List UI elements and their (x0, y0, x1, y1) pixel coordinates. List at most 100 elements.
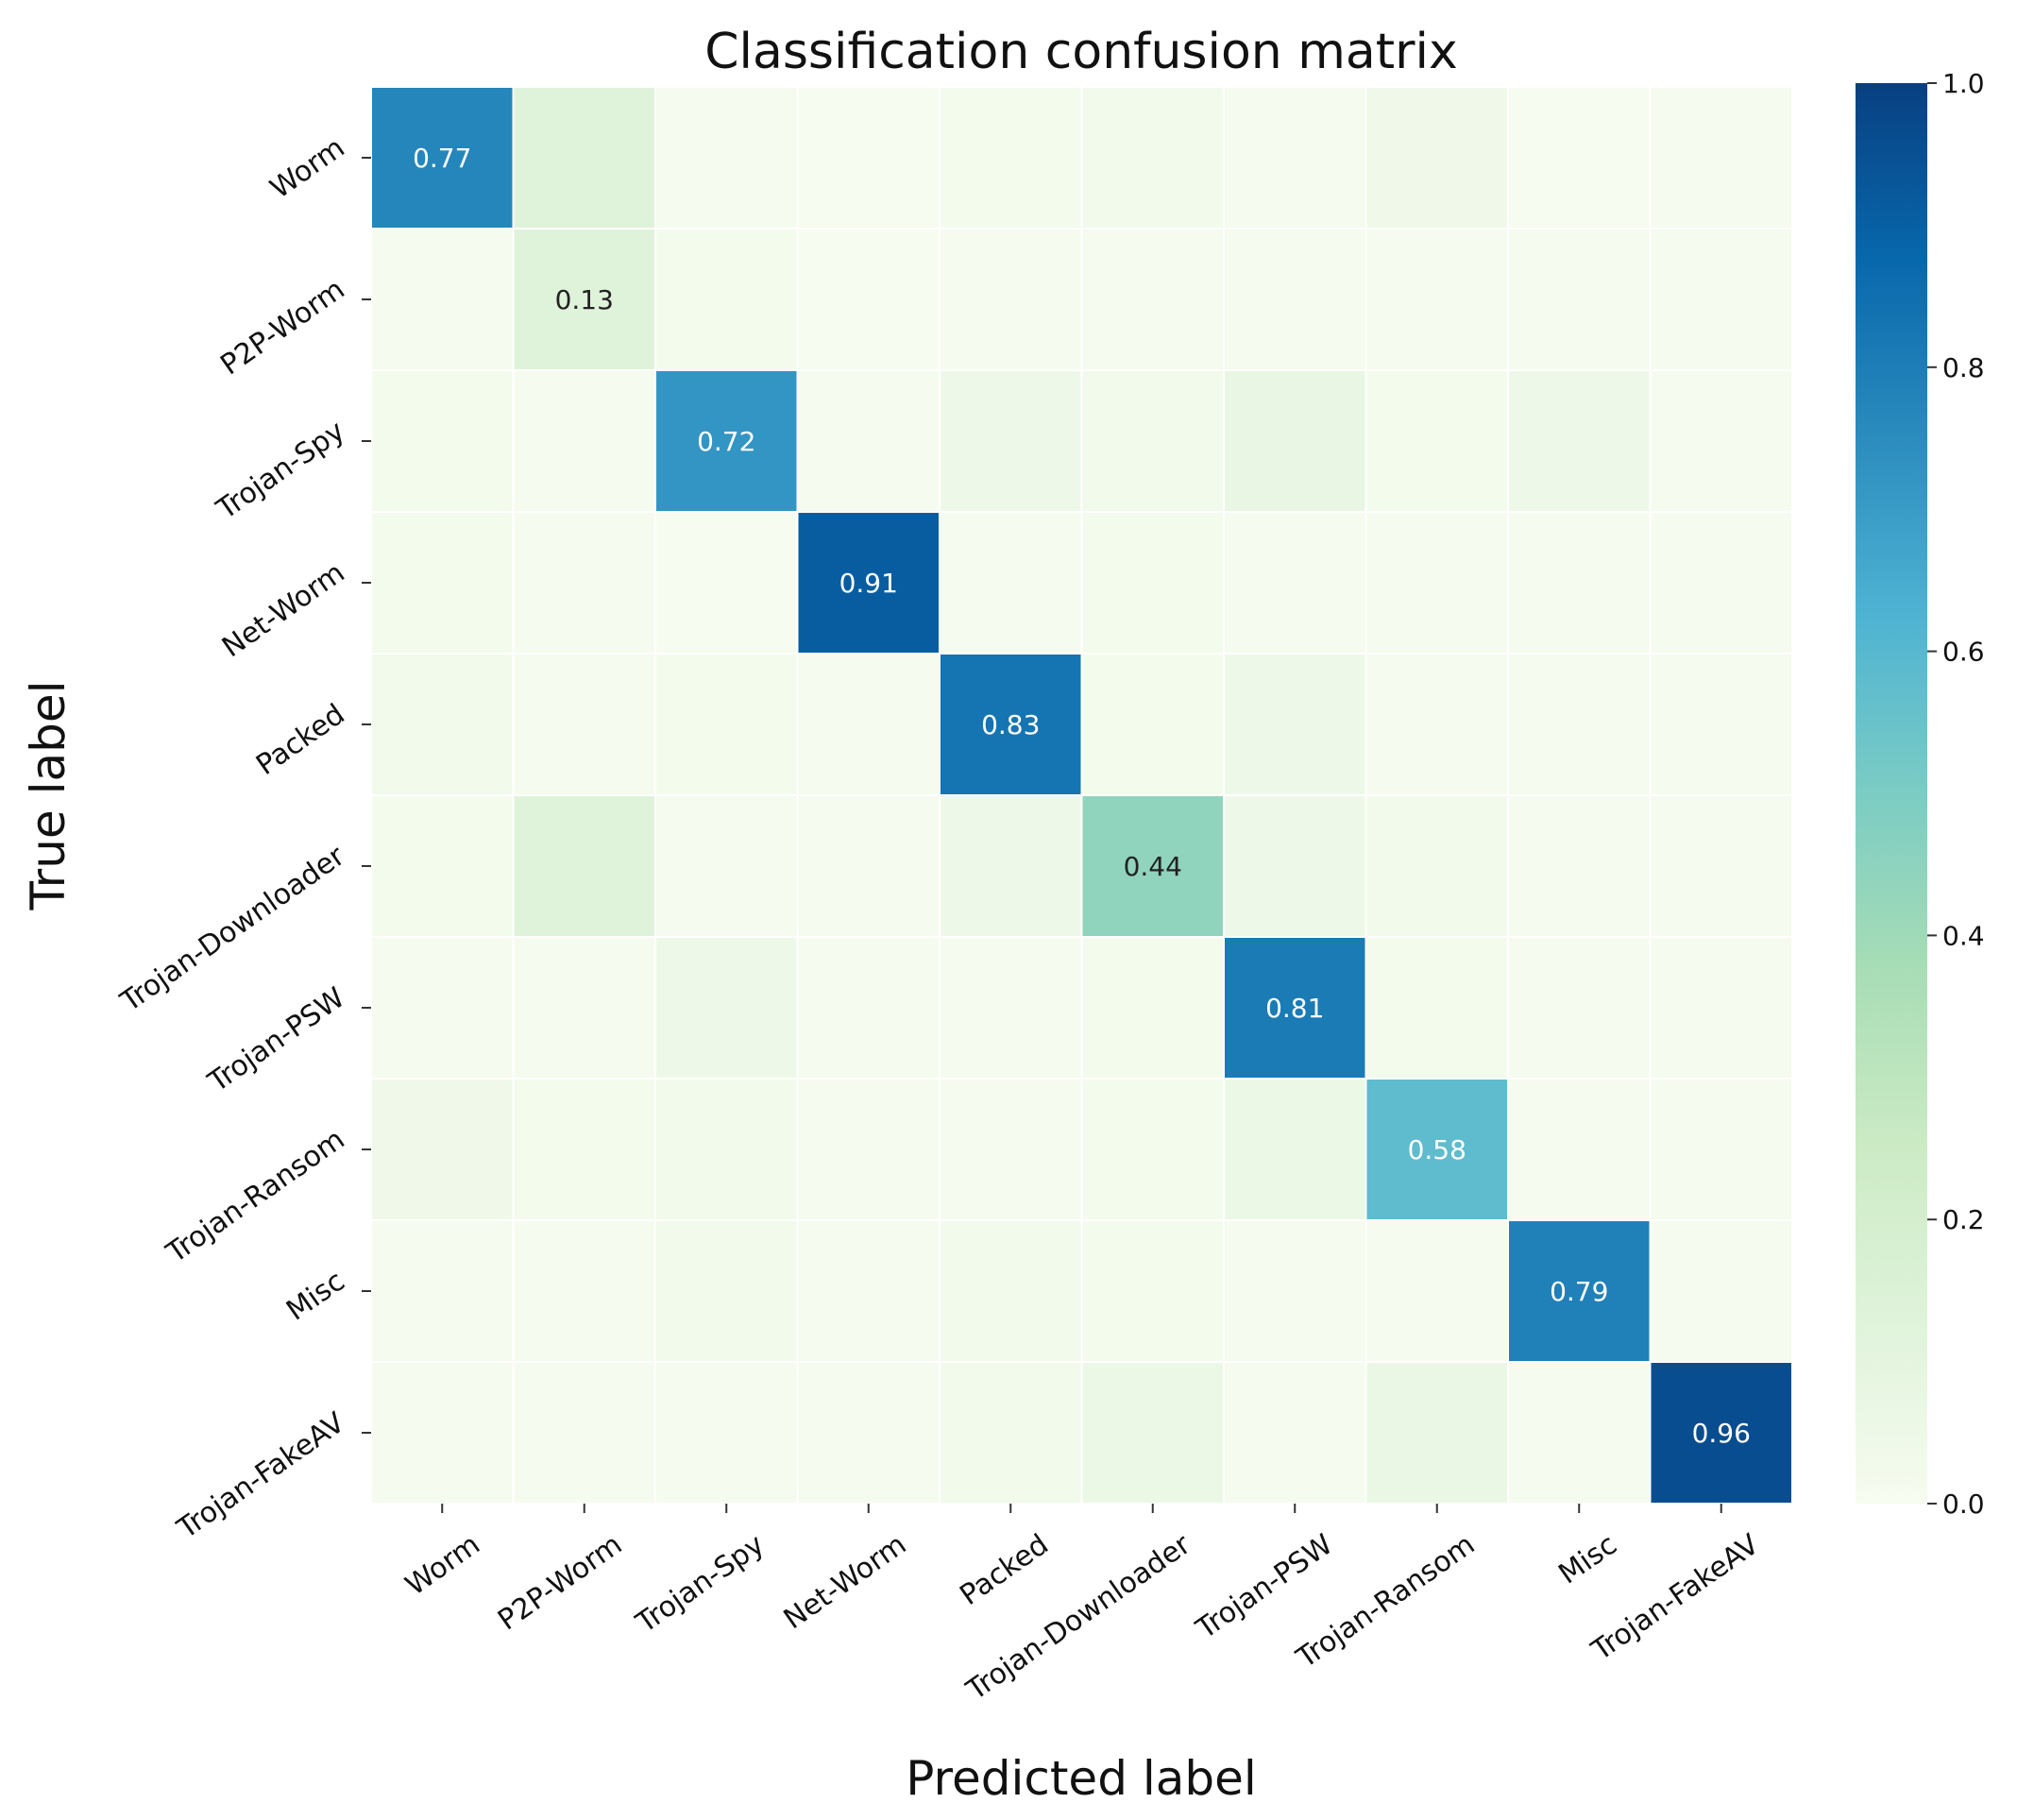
cell-annotation: 0.81 (1265, 993, 1324, 1024)
heatmap-cell (654, 653, 799, 796)
x-tick-label: Packed (954, 1528, 1054, 1612)
heatmap-cell (939, 86, 1083, 230)
heatmap-cell (654, 1219, 799, 1363)
heatmap-cell (512, 86, 656, 230)
heatmap-cell (370, 86, 515, 230)
heatmap-cell (654, 1361, 799, 1505)
heatmap-cell (1080, 653, 1225, 796)
heatmap-cell (1080, 1219, 1225, 1363)
heatmap-cell (654, 1078, 799, 1221)
heatmap-cell (1223, 653, 1367, 796)
heatmap-cell (370, 653, 515, 796)
heatmap-cell (1649, 653, 1793, 796)
heatmap-cell (512, 511, 656, 655)
cell-annotation: 0.58 (1408, 1134, 1466, 1165)
heatmap-cell (1364, 369, 1509, 513)
heatmap-cell (1364, 936, 1509, 1080)
colorbar-gradient (1856, 83, 1927, 1504)
heatmap-cell (939, 936, 1083, 1080)
heatmap-cell (796, 794, 941, 938)
heatmap-cell (1080, 369, 1225, 513)
heatmap-cell (1223, 1361, 1367, 1505)
heatmap-cell (796, 1078, 941, 1221)
heatmap-cell (1080, 228, 1225, 371)
heatmap-cell (1649, 511, 1793, 655)
heatmap-cell (370, 228, 515, 371)
heatmap-cell (939, 653, 1083, 796)
heatmap-cell (1649, 1361, 1793, 1505)
heatmap-cell (939, 511, 1083, 655)
heatmap-cells (370, 86, 1793, 1505)
heatmap-cell (654, 794, 799, 938)
heatmap-cell (1649, 1219, 1793, 1363)
heatmap-cell (654, 369, 799, 513)
x-tick-label: Worm (399, 1528, 486, 1603)
x-tick-label: P2P-Worm (492, 1528, 628, 1638)
x-tick-label: Trojan-Downloader (960, 1528, 1197, 1708)
colorbar-tick-label: 1.0 (1942, 68, 1985, 99)
heatmap-cell (1223, 1219, 1367, 1363)
y-tick-label: Net-Worm (216, 556, 351, 664)
heatmap-cell (939, 369, 1083, 513)
heatmap-cell (512, 794, 656, 938)
heatmap-cell (370, 511, 515, 655)
heatmap-cell (796, 1219, 941, 1363)
heatmap-cell (1364, 228, 1509, 371)
heatmap-cell (1507, 369, 1652, 513)
heatmap-cell (796, 228, 941, 371)
heatmap-cell (1649, 1078, 1793, 1221)
heatmap-cell (512, 653, 656, 796)
x-tick-label: Net-Worm (778, 1528, 913, 1636)
colorbar: 0.0 0.2 0.4 0.6 0.8 1.0 (1856, 68, 1985, 1520)
cell-annotation: 0.44 (1124, 851, 1182, 882)
heatmap-cell (1080, 794, 1225, 938)
heatmap-cell (1507, 228, 1652, 371)
heatmap-cell (370, 794, 515, 938)
heatmap-cell (1364, 86, 1509, 230)
heatmap-cell (1364, 511, 1509, 655)
colorbar-tick-label: 0.4 (1942, 920, 1985, 951)
heatmap-cell (1364, 653, 1509, 796)
heatmap-cell (370, 1219, 515, 1363)
heatmap-cell (1507, 511, 1652, 655)
heatmap-cell (796, 653, 941, 796)
heatmap-cell (654, 86, 799, 230)
heatmap-cell (1649, 228, 1793, 371)
y-axis-label: True label (21, 680, 76, 910)
heatmap-cell (1649, 86, 1793, 230)
heatmap-cell (796, 86, 941, 230)
heatmap-cell (1507, 1219, 1652, 1363)
heatmap-cell (1223, 86, 1367, 230)
colorbar-tick-label: 0.8 (1942, 352, 1985, 383)
heatmap-cell (796, 369, 941, 513)
x-tick-label: Trojan-Spy (630, 1528, 771, 1641)
heatmap-cell (512, 936, 656, 1080)
colorbar-tick-label: 0.2 (1942, 1204, 1985, 1235)
heatmap-cell (1080, 936, 1225, 1080)
y-tick-label: Worm (264, 131, 351, 206)
y-tick-label: Trojan-Ransom (160, 1123, 350, 1270)
heatmap-cell (1080, 1361, 1225, 1505)
cell-annotation: 0.72 (697, 426, 755, 457)
y-tick-label: Trojan-PSW (202, 981, 351, 1099)
heatmap-cell (512, 369, 656, 513)
cell-annotation: 0.91 (839, 568, 898, 599)
heatmap-cell (1507, 1078, 1652, 1221)
heatmap-cell (512, 228, 656, 371)
heatmap-cell (1364, 1361, 1509, 1505)
heatmap-cell (939, 1361, 1083, 1505)
heatmap-cell (1223, 936, 1367, 1080)
heatmap-cell (796, 1361, 941, 1505)
heatmap-cell (1223, 511, 1367, 655)
y-tick-label: P2P-Worm (214, 273, 350, 383)
heatmap-cell (512, 1219, 656, 1363)
heatmap-cell (1364, 1078, 1509, 1221)
cell-annotation: 0.96 (1692, 1418, 1751, 1449)
y-tick-label: Misc (280, 1265, 350, 1328)
colorbar-tick-label: 0.6 (1942, 637, 1985, 668)
heatmap-cell (1364, 794, 1509, 938)
heatmap-cell (370, 369, 515, 513)
heatmap-cell (654, 228, 799, 371)
